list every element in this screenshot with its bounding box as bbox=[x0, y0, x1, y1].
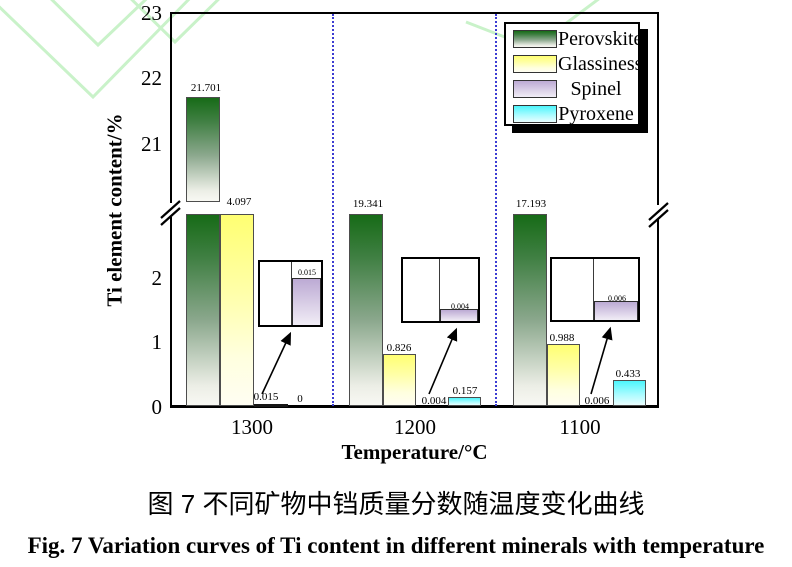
bar-perovskite-1300-lower bbox=[186, 214, 220, 406]
x-axis-title: Temperature/°C bbox=[341, 440, 488, 464]
inset-zoom-box-1200: 0.004 bbox=[401, 257, 480, 323]
legend-label: Glassiness bbox=[558, 53, 643, 75]
legend-label: Spinel bbox=[570, 78, 622, 100]
legend-item-pyroxene: Pyroxene bbox=[506, 101, 638, 127]
legend-label: Pyroxene bbox=[558, 103, 634, 125]
bar-glassiness-1300 bbox=[220, 214, 254, 406]
inset-divider bbox=[439, 259, 440, 321]
legend: Perovskite Glassiness Spinel Pyroxene bbox=[504, 22, 643, 127]
perovskite-swatch-icon bbox=[513, 30, 557, 48]
group-separator bbox=[332, 14, 334, 406]
category-label: 1100 bbox=[559, 415, 601, 439]
pyroxene-swatch-icon bbox=[513, 105, 557, 123]
bar-glassiness-1200 bbox=[383, 354, 416, 406]
legend-item-spinel: Spinel bbox=[506, 76, 638, 102]
y-tick-label: 2 bbox=[151, 266, 163, 290]
inset-divider bbox=[291, 262, 292, 325]
spinel-swatch-icon bbox=[513, 80, 557, 98]
group-separator bbox=[495, 14, 497, 406]
inset-zoom-box-1300: 0.015 bbox=[258, 260, 323, 327]
y-tick-label: 1 bbox=[151, 330, 163, 354]
y-tick-label: 23 bbox=[141, 1, 162, 25]
caption-chinese: 图 7 不同矿物中铛质量分数随温度变化曲线 bbox=[147, 489, 645, 519]
value-label: 0.826 bbox=[386, 342, 412, 354]
inset-value-label: 0.015 bbox=[298, 268, 316, 277]
inset-zoom-box-1100: 0.006 bbox=[550, 257, 640, 322]
value-label: 0.433 bbox=[615, 368, 641, 380]
inset-value-label: 0.004 bbox=[451, 302, 469, 311]
value-label: 0 bbox=[297, 393, 303, 405]
y-tick-label: 22 bbox=[141, 66, 162, 90]
glassiness-swatch-icon bbox=[513, 55, 557, 73]
value-label: 0.004 bbox=[421, 395, 447, 407]
legend-item-perovskite: Perovskite bbox=[506, 26, 643, 52]
bar-pyroxene-1200 bbox=[448, 397, 481, 406]
value-label: 21.701 bbox=[190, 82, 222, 94]
legend-item-glassiness: Glassiness bbox=[506, 51, 643, 77]
inset-bar-spinel-1300 bbox=[292, 278, 321, 325]
bar-perovskite-1300-upper bbox=[186, 97, 220, 202]
legend-label: Perovskite bbox=[558, 28, 643, 50]
caption-english: Fig. 7 Variation curves of Ti content in… bbox=[27, 533, 765, 558]
y-tick-label: 0 bbox=[151, 395, 163, 419]
value-label: 4.097 bbox=[226, 196, 252, 208]
inset-divider bbox=[593, 259, 594, 320]
inset-value-label: 0.006 bbox=[608, 294, 626, 303]
value-label: 0.006 bbox=[584, 395, 610, 407]
bar-pyroxene-1100 bbox=[613, 380, 646, 406]
value-label: 0.015 bbox=[253, 391, 279, 403]
category-label: 1300 bbox=[231, 415, 273, 439]
y-axis-title: Ti element content/% bbox=[102, 113, 127, 307]
value-label: 0.157 bbox=[452, 385, 478, 397]
bar-glassiness-1100 bbox=[547, 344, 580, 406]
inset-bar-spinel-1200 bbox=[440, 309, 478, 321]
value-label: 17.193 bbox=[515, 198, 547, 210]
value-label: 0.988 bbox=[549, 332, 575, 344]
bar-perovskite-1200 bbox=[349, 214, 383, 406]
y-tick-label: 21 bbox=[141, 132, 162, 156]
category-label: 1200 bbox=[394, 415, 436, 439]
inset-bar-spinel-1100 bbox=[594, 301, 638, 320]
value-label: 19.341 bbox=[352, 198, 384, 210]
bar-spinel-1300 bbox=[254, 404, 288, 407]
bar-perovskite-1100 bbox=[513, 214, 547, 406]
